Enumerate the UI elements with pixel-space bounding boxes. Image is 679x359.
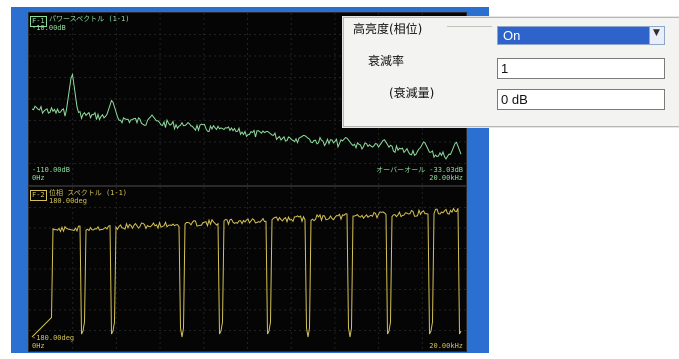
attenuation-amount-field[interactable]: 0 dB bbox=[497, 89, 665, 110]
y-top-value: -10.00dB bbox=[32, 24, 66, 32]
y-bottom-value: -180.00deg bbox=[32, 334, 75, 342]
panel-title: パワースペクトル (1-1) bbox=[49, 15, 130, 23]
highlight-settings-dialog: 高亮度(相位) On ▼ 衰減率 1 (衰減量) 0 dB bbox=[343, 17, 679, 127]
x-end-label: 20.00kHz bbox=[429, 342, 463, 350]
x-end-label: 20.00kHz bbox=[429, 174, 463, 182]
phase-spectrum-plot bbox=[29, 187, 466, 351]
attenuation-label: 衰減率 bbox=[368, 54, 405, 68]
label-separator bbox=[447, 26, 492, 27]
attenuation-amount-label: (衰減量) bbox=[389, 86, 435, 100]
y-bottom-value: -110.00dB bbox=[32, 166, 70, 174]
attenuation-field[interactable]: 1 bbox=[497, 58, 665, 79]
highlight-select[interactable]: On ▼ bbox=[497, 26, 665, 45]
x-start-label: 0Hz bbox=[32, 342, 45, 350]
highlight-label: 高亮度(相位) bbox=[353, 22, 423, 36]
panel-title: 位相 スペクトル (1-1) bbox=[49, 189, 128, 197]
chevron-down-icon[interactable]: ▼ bbox=[649, 27, 664, 44]
highlight-select-value: On bbox=[503, 28, 521, 43]
y-top-value: 180.00deg bbox=[49, 197, 87, 205]
power-spectrum-trace bbox=[31, 72, 462, 160]
overall-value: オーバーオール -33.03dB bbox=[376, 166, 463, 174]
phase-spectrum-panel[interactable]: F-2 位相 スペクトル (1-1) 180.00deg -180.00deg … bbox=[28, 186, 467, 352]
phase-spectrum-trace bbox=[31, 207, 462, 338]
panel-tag: F-2 bbox=[30, 190, 47, 201]
panel-tag: F-1 bbox=[30, 16, 47, 27]
x-start-label: 0Hz bbox=[32, 174, 45, 182]
